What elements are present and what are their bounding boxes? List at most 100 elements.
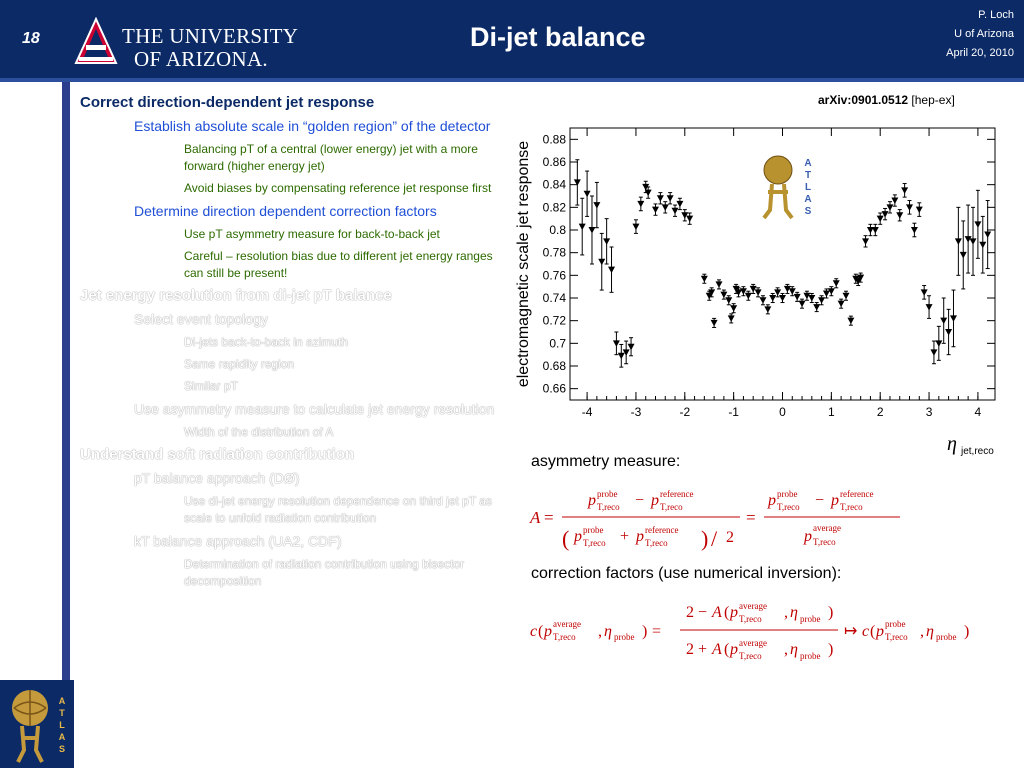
data-point xyxy=(779,295,786,302)
svg-text:T,reco: T,reco xyxy=(813,537,836,547)
data-point xyxy=(708,289,716,296)
data-point xyxy=(681,212,689,219)
correction-label: correction factors (use numerical invers… xyxy=(531,565,842,582)
svg-text:p: p xyxy=(587,492,596,509)
svg-text:(: ( xyxy=(538,623,543,640)
data-point xyxy=(578,223,586,231)
data-point xyxy=(612,340,620,347)
data-point xyxy=(715,281,723,288)
y-axis-label: electromagnetic scale jet response xyxy=(515,141,532,387)
data-point xyxy=(876,215,884,223)
y-tick-label: 0.88 xyxy=(543,132,567,146)
data-point xyxy=(940,317,948,325)
asymmetry-equation: A = p probe T,reco − p reference T,reco … xyxy=(529,489,900,551)
svg-text:η: η xyxy=(790,641,798,658)
svg-text:−: − xyxy=(815,492,824,509)
x-tick-label: 2 xyxy=(877,405,884,419)
data-point xyxy=(661,204,669,211)
svg-text:=: = xyxy=(544,508,554,527)
svg-text:p: p xyxy=(875,623,884,640)
svg-text:probe: probe xyxy=(800,651,821,661)
data-point xyxy=(910,227,918,234)
data-point xyxy=(671,207,679,215)
bullet-level3: Avoid biases by compensating reference j… xyxy=(184,181,492,195)
data-point xyxy=(642,183,650,191)
jet-response-chart: 0.66 0.68 0.7 0.72 0.74 0.76 0.78 0.8 0.82 0.84 0.… xyxy=(515,127,996,457)
left-accent-bar xyxy=(62,82,70,682)
svg-text:probe: probe xyxy=(777,489,798,499)
data-point xyxy=(739,288,747,295)
svg-text:probe: probe xyxy=(800,614,821,624)
x-axis-label-subscript: jet,reco xyxy=(960,446,994,457)
data-point xyxy=(886,204,894,211)
svg-text:(: ( xyxy=(562,526,569,551)
svg-text:T,reco: T,reco xyxy=(739,651,762,661)
data-point xyxy=(603,238,611,245)
svg-text:=: = xyxy=(652,623,661,640)
svg-text:(: ( xyxy=(724,641,729,658)
data-point xyxy=(656,195,664,202)
data-point xyxy=(842,292,850,300)
svg-text:average: average xyxy=(553,619,581,629)
svg-text:T,reco: T,reco xyxy=(597,502,620,512)
bullet-level3: Same rapidity region xyxy=(184,357,295,371)
data-point xyxy=(881,211,889,218)
bullet-list: Correct direction-dependent jet response… xyxy=(80,94,505,595)
svg-text:η: η xyxy=(604,623,612,640)
y-tick-label: 0.82 xyxy=(543,200,567,214)
svg-text:T,reco: T,reco xyxy=(553,632,576,642)
y-tick-label: 0.84 xyxy=(543,178,567,192)
data-point xyxy=(730,305,738,312)
svg-text:A: A xyxy=(804,194,811,205)
svg-text:T: T xyxy=(805,170,811,181)
data-point xyxy=(818,297,826,304)
svg-text:η: η xyxy=(790,604,798,621)
author-name: P. Loch xyxy=(978,9,1014,21)
data-point xyxy=(725,297,733,304)
svg-text:): ) xyxy=(642,623,647,640)
x-tick-label: -4 xyxy=(582,405,593,419)
x-tick-label: 3 xyxy=(926,405,933,419)
svg-text:p: p xyxy=(729,641,738,658)
data-point xyxy=(617,352,625,360)
y-tick-label: 0.8 xyxy=(549,223,566,237)
data-point xyxy=(959,251,967,259)
svg-text:S: S xyxy=(805,206,812,217)
svg-text:,: , xyxy=(784,641,788,658)
svg-text:(: ( xyxy=(724,604,729,621)
data-point xyxy=(622,349,630,356)
svg-text:,: , xyxy=(920,623,924,640)
atlas-figure-icon: A T L A S xyxy=(12,690,66,763)
x-tick-label: -2 xyxy=(679,405,690,419)
y-tick-label: 0.66 xyxy=(543,382,567,396)
bullet-level2: kT balance approach (UA2, CDF) xyxy=(134,533,342,549)
svg-text:A: A xyxy=(711,641,722,658)
y-tick-label: 0.74 xyxy=(543,291,567,305)
data-point xyxy=(822,290,830,297)
data-point xyxy=(651,206,659,214)
svg-text:probe: probe xyxy=(583,525,604,535)
svg-text:p: p xyxy=(830,492,839,509)
data-point xyxy=(798,300,806,308)
svg-text:−: − xyxy=(635,492,644,509)
svg-text:(: ( xyxy=(870,623,875,640)
svg-text:average: average xyxy=(739,601,767,611)
data-point xyxy=(793,293,801,301)
svg-text:=: = xyxy=(746,508,756,527)
data-point xyxy=(583,190,591,198)
data-point xyxy=(964,236,972,243)
data-point xyxy=(974,221,982,228)
data-point xyxy=(710,319,718,327)
presentation-date: April 20, 2010 xyxy=(946,47,1014,59)
correction-equation: c ( p average T,reco , η probe ) = 2 − A… xyxy=(530,601,969,661)
bullet-level2: Use asymmetry measure to calculate jet e… xyxy=(134,401,495,417)
x-tick-label: 0 xyxy=(779,405,786,419)
x-tick-label: -1 xyxy=(728,405,739,419)
data-point xyxy=(945,329,953,336)
data-point xyxy=(954,238,962,245)
bullet-level3: Balancing pT of a central (lower energy)… xyxy=(184,142,478,173)
y-tick-label: 0.72 xyxy=(543,314,567,328)
data-point xyxy=(837,300,845,308)
x-tick-label: 4 xyxy=(975,405,982,419)
data-point xyxy=(920,289,928,296)
